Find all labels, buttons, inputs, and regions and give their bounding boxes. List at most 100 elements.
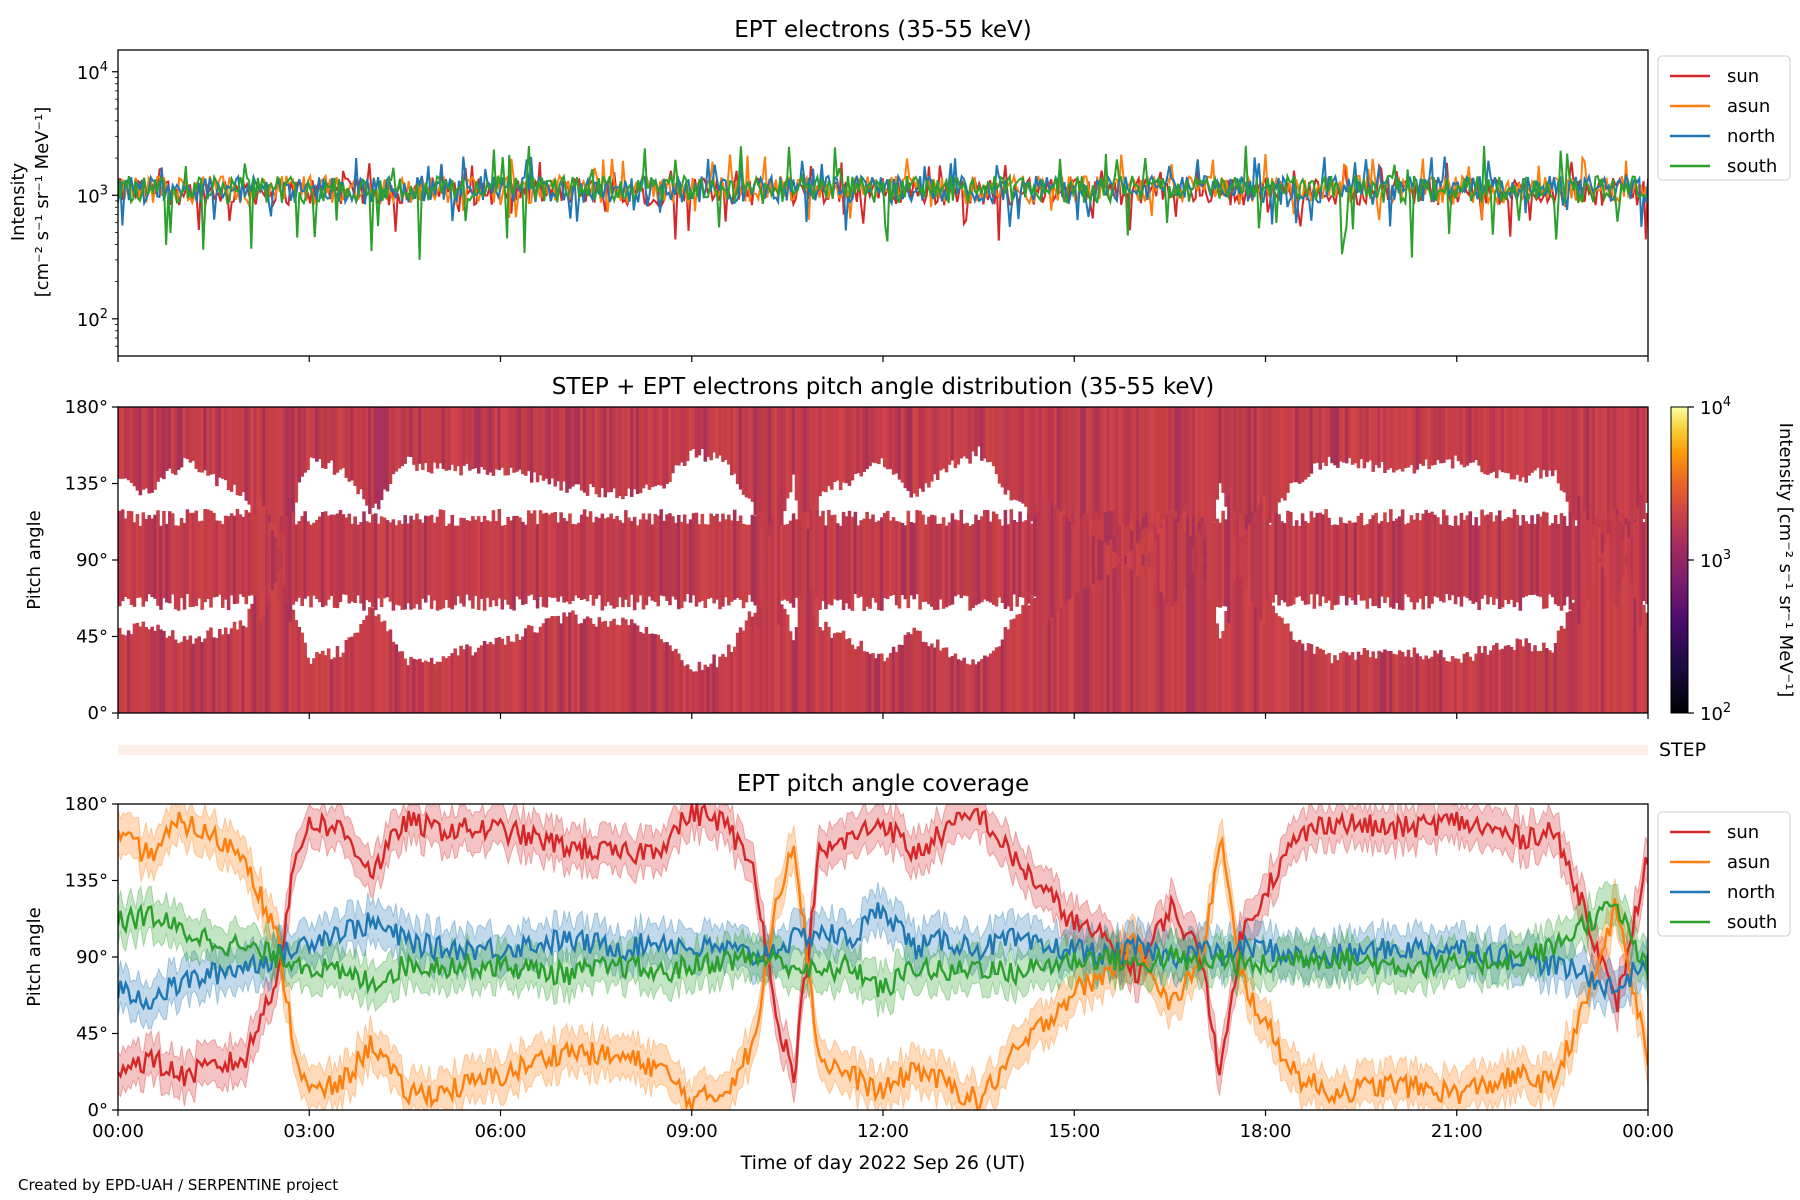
heatmap-cell: [244, 407, 249, 501]
heatmap-cell: [597, 518, 602, 596]
heatmap-cell: [488, 521, 493, 608]
heatmap-cell: [1412, 407, 1417, 474]
heatmap-cell: [1577, 588, 1581, 713]
x-tick-label: 00:00: [1622, 1121, 1674, 1142]
heatmap-cell: [132, 407, 137, 487]
heatmap-cell: [1350, 522, 1355, 601]
heatmap-cell: [1336, 525, 1340, 605]
heatmap-cell: [582, 618, 587, 713]
heatmap-cell: [303, 642, 307, 713]
heatmap-cell: [368, 522, 372, 603]
heatmap-cell: [138, 626, 143, 713]
heatmap-cell: [821, 510, 825, 602]
heatmap-cell: [335, 646, 340, 713]
heatmap-cell: [1127, 407, 1131, 596]
heatmap-cell: [830, 637, 834, 713]
heatmap-cell: [300, 516, 304, 606]
heatmap-cell: [1471, 407, 1475, 463]
heatmap-cell: [947, 407, 952, 465]
heatmap-cell: [862, 407, 866, 472]
heatmap-cell: [1374, 407, 1378, 466]
heatmap-cell: [1415, 513, 1420, 603]
heatmap-cell: [759, 576, 763, 713]
heatmap-cell: [409, 407, 413, 457]
heatmap-cell: [1450, 407, 1455, 469]
heatmap-cell: [485, 407, 490, 475]
heatmap-cell: [1459, 513, 1464, 607]
heatmap-cell: [306, 521, 310, 597]
heatmap-cell: [677, 407, 681, 466]
heatmap-cell: [1368, 407, 1373, 461]
heatmap-cell: [1241, 536, 1246, 584]
heatmap-cell: [168, 407, 172, 469]
heatmap-cell: [1071, 407, 1075, 563]
heatmap-cell: [232, 407, 237, 485]
heatmap-cell: [144, 407, 149, 489]
heatmap-cell: [424, 515, 428, 603]
heatmap-cell: [994, 647, 999, 713]
heatmap-cell: [1041, 493, 1046, 627]
heatmap-cell: [1556, 524, 1561, 606]
heatmap-cell: [265, 562, 269, 713]
heatmap-cell: [474, 407, 478, 469]
heatmap-cell: [694, 407, 699, 458]
heatmap-cell: [1597, 407, 1602, 590]
heatmap-cell: [1236, 407, 1240, 600]
heatmap-cell: [1497, 649, 1502, 713]
heatmap-cell: [141, 407, 146, 490]
heatmap-cell: [1262, 588, 1267, 713]
heatmap-cell: [1286, 510, 1290, 607]
heatmap-cell: [1486, 514, 1490, 605]
heatmap-cell: [365, 407, 369, 506]
heatmap-cell: [1024, 609, 1028, 713]
heatmap-cell: [323, 655, 328, 713]
heatmap-cell: [135, 622, 140, 713]
heatmap-cell: [1565, 612, 1570, 713]
heatmap-cell: [1350, 407, 1355, 465]
heatmap-cell: [1577, 407, 1581, 538]
heatmap-cell: [1645, 407, 1648, 503]
heatmap-cell: [1224, 519, 1228, 607]
heatmap-cell: [1530, 407, 1534, 473]
legend-label-south: south: [1727, 912, 1777, 933]
heatmap-cell: [1397, 516, 1402, 610]
panel3-x-ticks: 00:00 03:00 06:00 09:00 12:00 15:00 18:00 21:00…: [92, 1110, 1674, 1142]
heatmap-cell: [215, 520, 219, 597]
heatmap-cell: [550, 407, 555, 479]
heatmap-cell: [179, 641, 184, 713]
heatmap-cell: [1283, 407, 1287, 501]
coverage-band-sun: [118, 804, 1648, 1107]
heatmap-cell: [529, 407, 534, 483]
heatmap-cell: [674, 407, 678, 466]
heatmap-cell: [1371, 515, 1375, 607]
heatmap-cell: [1424, 407, 1428, 460]
heatmap-cell: [306, 407, 310, 471]
heatmap-cell: [1621, 544, 1626, 713]
heatmap-cell: [321, 407, 325, 469]
x-tick-label: 00:00: [92, 1121, 144, 1142]
heatmap-cell: [1212, 407, 1217, 522]
heatmap-cell: [271, 529, 275, 591]
heatmap-cell: [459, 407, 463, 476]
heatmap-cell: [1036, 511, 1040, 611]
heatmap-cell: [956, 407, 961, 465]
heatmap-cell: [644, 519, 649, 606]
heatmap-cell: [974, 407, 978, 457]
heatmap-cell: [491, 510, 496, 601]
heatmap-cell: [150, 407, 154, 493]
heatmap-cell: [709, 663, 713, 713]
heatmap-cell: [759, 513, 763, 607]
heatmap-cell: [1645, 612, 1648, 713]
heatmap-cell: [891, 646, 896, 713]
heatmap-cell: [933, 407, 937, 475]
x-tick-label: 12:00: [857, 1121, 909, 1142]
heatmap-cell: [585, 516, 590, 602]
heatmap-cell: [765, 555, 769, 565]
heatmap-cell: [1333, 524, 1337, 606]
heatmap-cell: [1236, 519, 1240, 713]
heatmap-cell: [900, 645, 905, 713]
heatmap-cell: [1280, 617, 1284, 713]
panel2-y-ticks: 0°45°90°135°180°: [65, 397, 118, 724]
heatmap-cell: [1453, 658, 1458, 713]
heatmap-cell: [1321, 649, 1325, 713]
